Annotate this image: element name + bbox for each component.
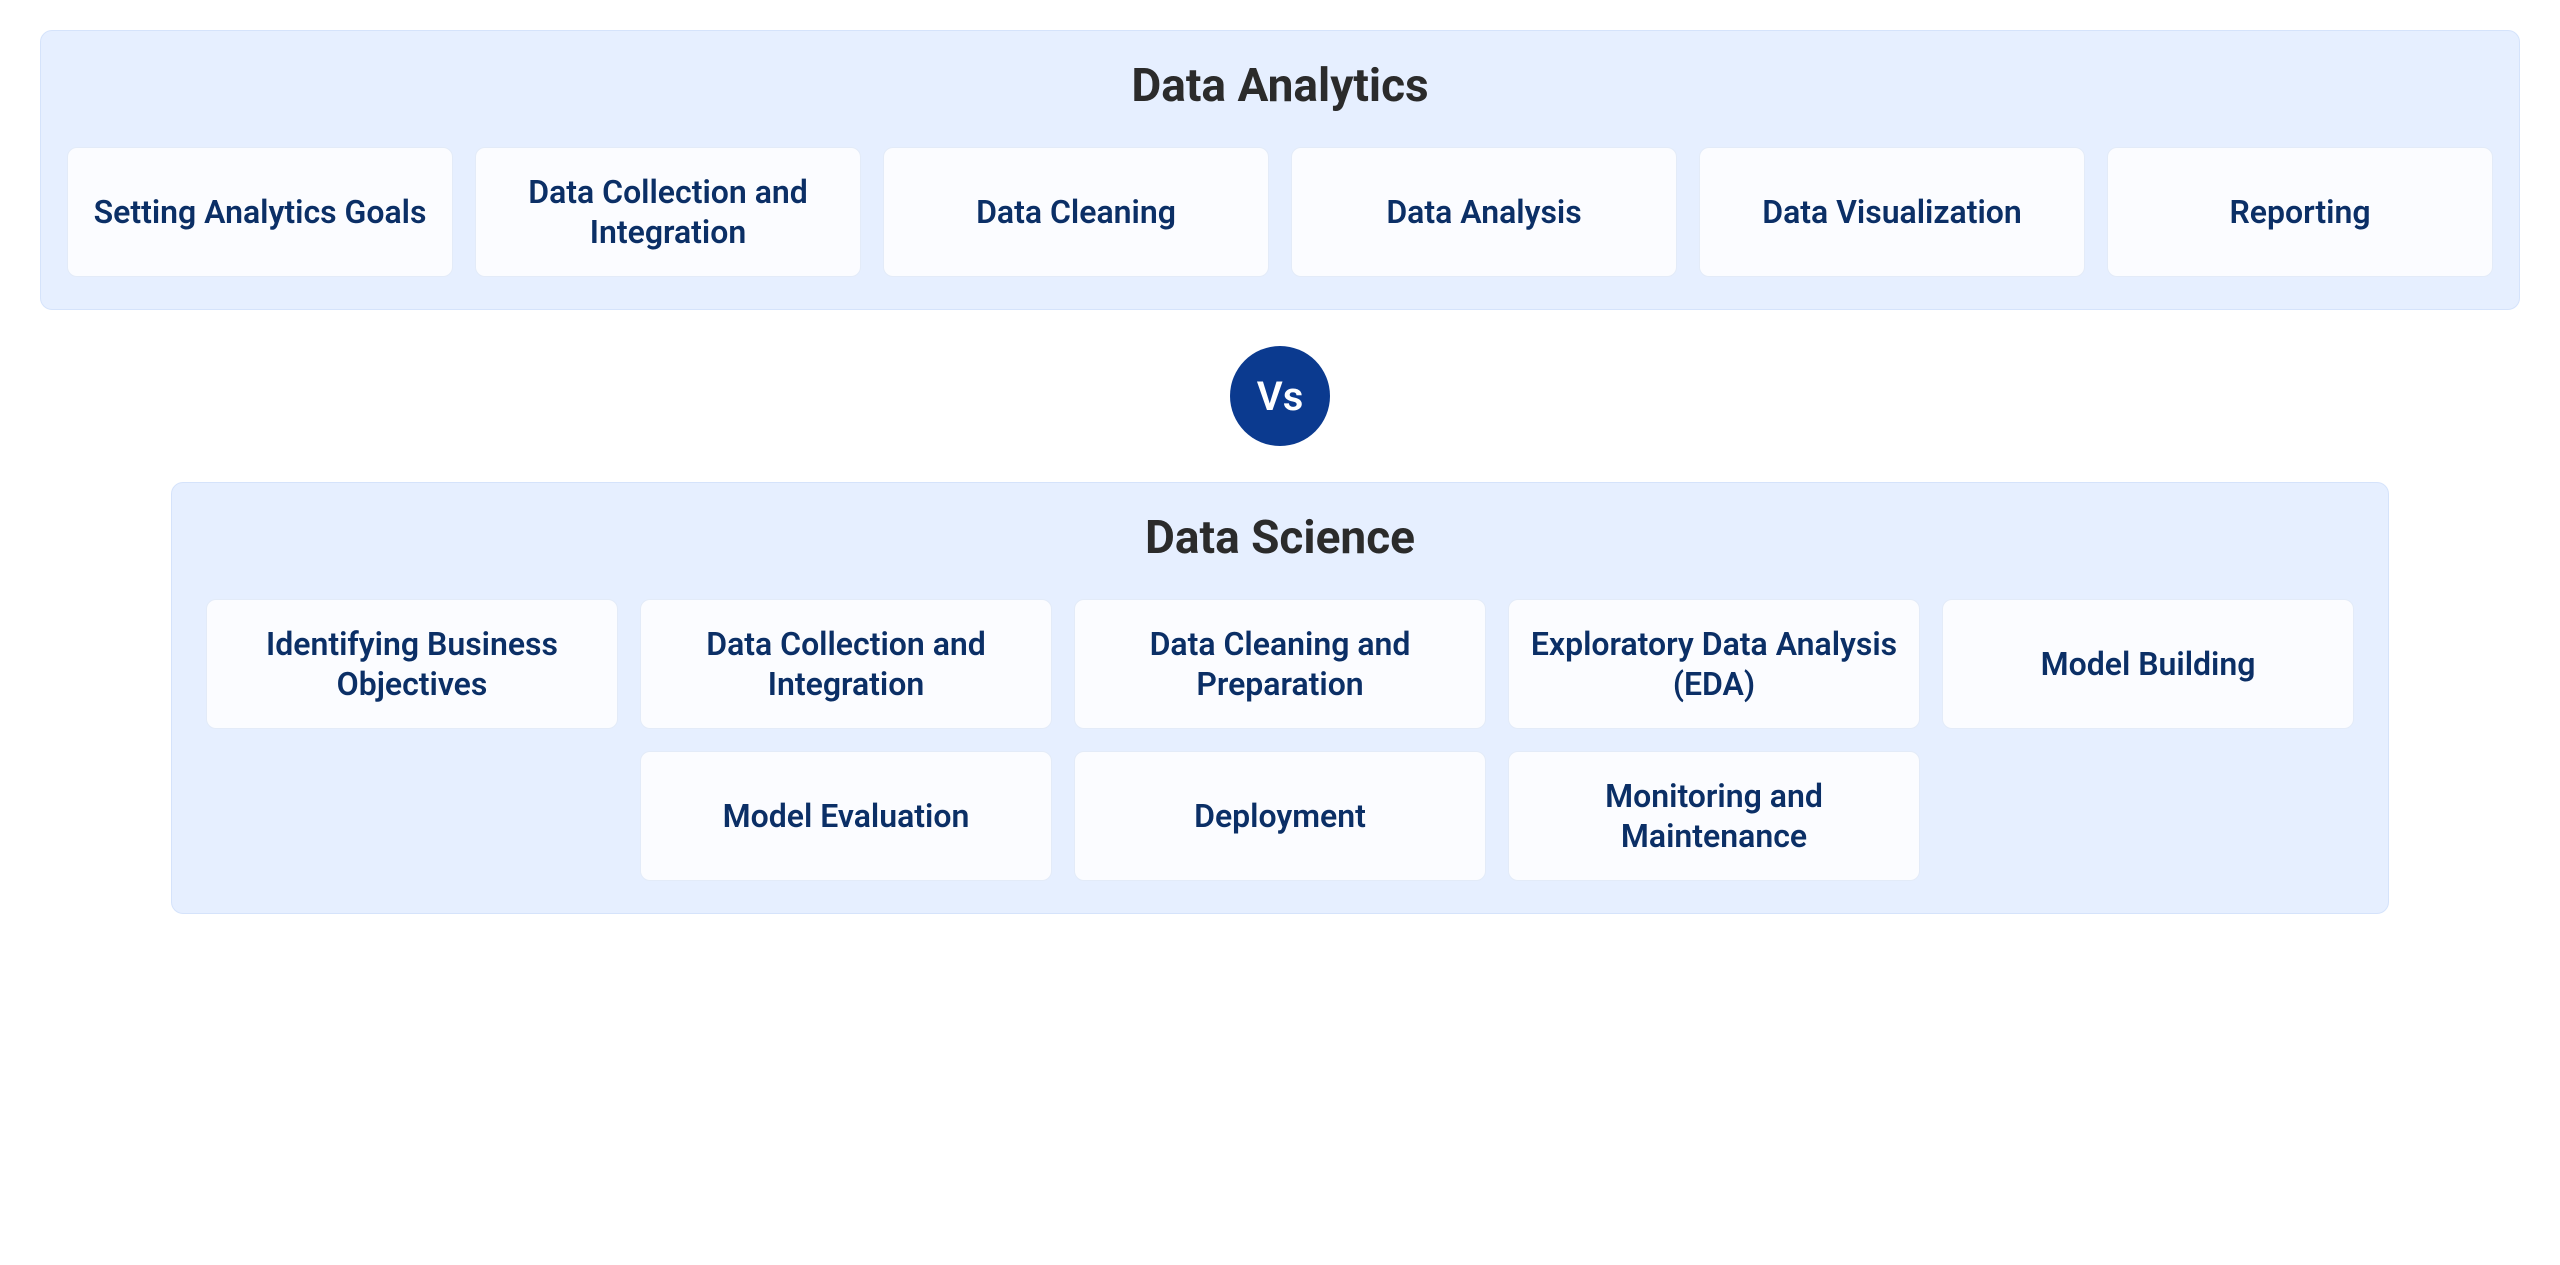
analytics-card: Data Visualization bbox=[1699, 147, 2085, 277]
data-science-title: Data Science bbox=[196, 511, 2364, 565]
data-analytics-panel: Data Analytics Setting Analytics Goals D… bbox=[40, 30, 2520, 310]
analytics-card: Setting Analytics Goals bbox=[67, 147, 453, 277]
science-card: Data Collection and Integration bbox=[640, 599, 1052, 729]
science-card: Model Building bbox=[1942, 599, 2354, 729]
science-card: Monitoring and Maintenance bbox=[1508, 751, 1920, 881]
science-card: Exploratory Data Analysis (EDA) bbox=[1508, 599, 1920, 729]
data-analytics-cards-row: Setting Analytics Goals Data Collection … bbox=[65, 147, 2495, 277]
data-science-panel: Data Science Identifying Business Object… bbox=[171, 482, 2389, 914]
science-card: Data Cleaning and Preparation bbox=[1074, 599, 1486, 729]
science-card: Deployment bbox=[1074, 751, 1486, 881]
comparison-diagram: Data Analytics Setting Analytics Goals D… bbox=[0, 0, 2560, 1265]
analytics-card: Data Analysis bbox=[1291, 147, 1677, 277]
analytics-card: Reporting bbox=[2107, 147, 2493, 277]
data-analytics-title: Data Analytics bbox=[65, 59, 2495, 113]
analytics-card: Data Cleaning bbox=[883, 147, 1269, 277]
vs-badge: Vs bbox=[1230, 346, 1330, 446]
data-science-cards-row-2: Model Evaluation Deployment Monitoring a… bbox=[196, 751, 2364, 881]
vs-separator: Vs bbox=[1230, 346, 1330, 446]
data-science-cards-row-1: Identifying Business Objectives Data Col… bbox=[196, 599, 2364, 729]
science-card: Identifying Business Objectives bbox=[206, 599, 618, 729]
science-card: Model Evaluation bbox=[640, 751, 1052, 881]
analytics-card: Data Collection and Integration bbox=[475, 147, 861, 277]
